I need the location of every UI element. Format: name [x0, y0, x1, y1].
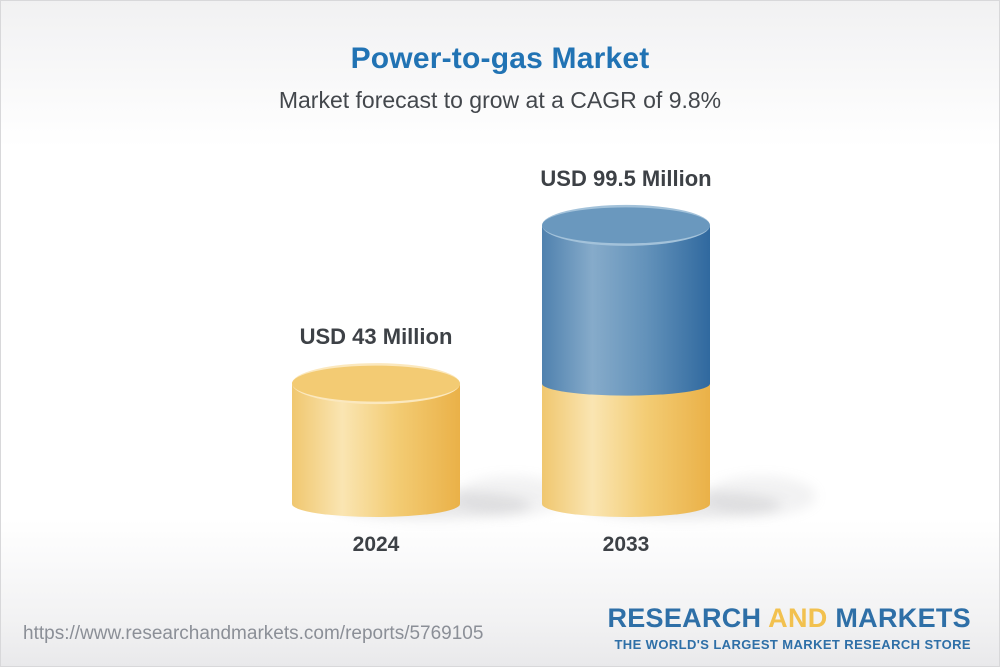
page-title: Power-to-gas Market: [350, 42, 650, 75]
logo-wordmark: RESEARCH AND MARKETS: [607, 603, 971, 634]
logo-word-research: RESEARCH: [607, 603, 762, 633]
value-label-2024: USD 43 Million: [299, 324, 453, 349]
year-label-2033: 2033: [602, 533, 650, 556]
logo-tagline: THE WORLD'S LARGEST MARKET RESEARCH STOR…: [614, 637, 971, 652]
logo-word-and: AND: [768, 603, 828, 633]
logo-word-markets: MARKETS: [835, 603, 971, 633]
research-and-markets-logo: RESEARCH AND MARKETS THE WORLD'S LARGEST…: [607, 603, 971, 652]
year-label-2024: 2024: [352, 533, 400, 556]
page-subtitle: Market forecast to grow at a CAGR of 9.8…: [278, 87, 722, 113]
source-url: https://www.researchandmarkets.com/repor…: [23, 623, 484, 644]
value-label-2033: USD 99.5 Million: [540, 166, 712, 191]
